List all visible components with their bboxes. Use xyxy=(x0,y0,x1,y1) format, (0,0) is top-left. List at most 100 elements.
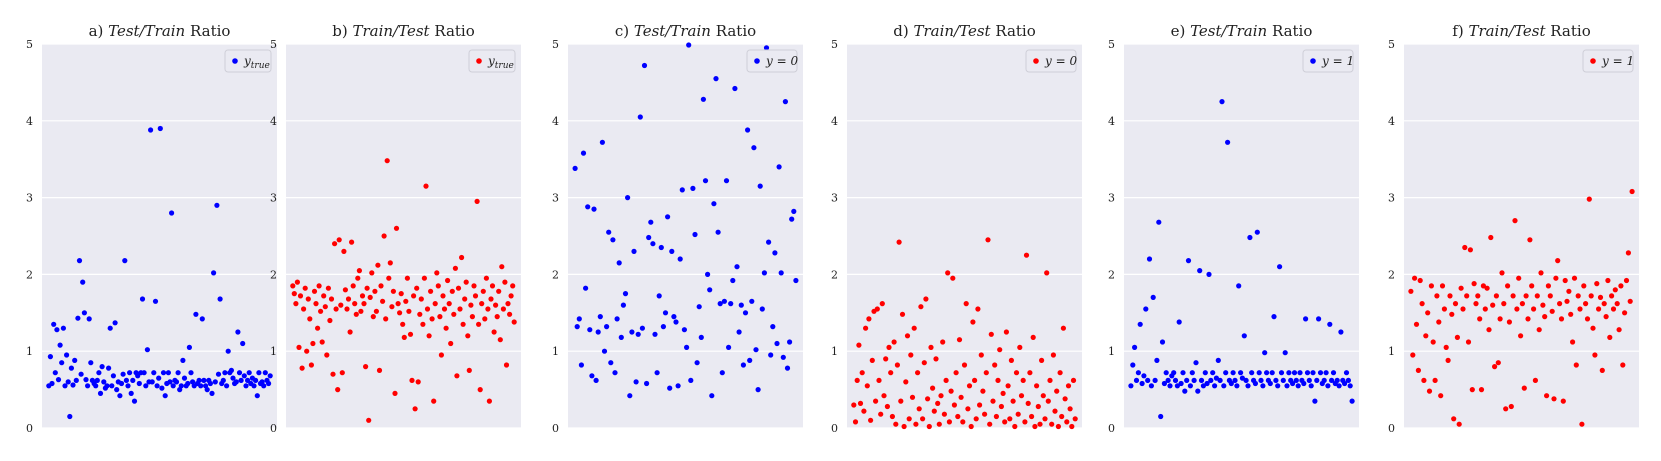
data-point xyxy=(477,387,483,393)
data-point xyxy=(60,325,66,331)
data-point xyxy=(789,216,795,222)
data-point xyxy=(879,301,885,307)
y-tick-label: 0 xyxy=(1108,422,1115,435)
data-point xyxy=(1553,275,1559,281)
data-point xyxy=(1275,383,1281,389)
data-point xyxy=(1629,188,1635,195)
data-point xyxy=(1030,334,1036,340)
data-point xyxy=(1152,377,1158,383)
data-point xyxy=(861,408,867,414)
data-point xyxy=(369,270,375,276)
data-point xyxy=(485,306,491,312)
data-point xyxy=(466,367,472,373)
data-point xyxy=(896,239,902,245)
data-point xyxy=(198,383,204,389)
data-point xyxy=(721,298,728,304)
data-point xyxy=(868,417,874,423)
data-point xyxy=(378,283,384,289)
data-point xyxy=(454,373,460,379)
data-point xyxy=(881,393,887,399)
data-point xyxy=(688,377,694,383)
data-point xyxy=(67,413,73,420)
data-point xyxy=(751,145,757,151)
data-point xyxy=(143,383,149,389)
data-point xyxy=(1484,285,1490,291)
data-point xyxy=(241,373,247,379)
data-point xyxy=(51,321,57,327)
data-point xyxy=(1304,370,1311,376)
legend: y = 0 xyxy=(746,49,798,73)
data-point xyxy=(1456,421,1462,427)
data-point xyxy=(1193,360,1199,366)
data-point xyxy=(1059,413,1065,420)
data-point xyxy=(488,296,494,302)
data-point xyxy=(694,360,700,366)
data-point xyxy=(212,379,218,385)
data-point xyxy=(941,411,948,417)
data-point xyxy=(975,306,981,312)
data-point xyxy=(978,352,984,358)
data-point xyxy=(401,334,407,340)
data-point xyxy=(420,321,426,327)
data-point xyxy=(1141,373,1147,379)
panel-e: 0 1 2 3 4 5 e) Test/Train Ratio y = 1 xyxy=(1108,22,1359,435)
data-point xyxy=(1293,377,1299,383)
y-tick-label: 3 xyxy=(1388,192,1395,205)
data-point xyxy=(993,413,1000,420)
data-point xyxy=(597,314,603,320)
data-point xyxy=(169,210,175,216)
data-point xyxy=(1148,383,1154,389)
data-point xyxy=(982,411,988,417)
data-point xyxy=(857,400,864,406)
legend-box xyxy=(1582,49,1634,73)
data-point xyxy=(1471,281,1477,287)
data-point xyxy=(904,333,911,339)
data-point xyxy=(1003,329,1010,335)
data-point xyxy=(373,308,379,314)
data-point xyxy=(1562,277,1568,284)
data-point xyxy=(593,377,599,383)
data-point xyxy=(1486,327,1492,333)
data-point xyxy=(125,383,131,389)
data-point xyxy=(383,316,389,322)
data-point xyxy=(468,302,474,308)
data-point xyxy=(1172,377,1179,383)
data-point xyxy=(499,264,505,270)
data-point xyxy=(1163,370,1169,376)
data-point xyxy=(96,370,102,376)
panel-d: 0 1 2 3 4 5 d) Train/Test Ratio y = 0 xyxy=(831,22,1082,435)
legend-marker xyxy=(1590,58,1596,64)
data-point xyxy=(950,275,956,281)
data-point xyxy=(122,258,128,264)
data-point xyxy=(1049,421,1055,427)
data-point xyxy=(702,178,709,184)
data-point xyxy=(99,364,105,370)
data-point xyxy=(972,377,978,383)
data-point xyxy=(1566,288,1572,294)
data-point xyxy=(869,357,875,363)
data-point xyxy=(474,198,480,204)
data-point xyxy=(1223,370,1229,376)
data-point xyxy=(1139,380,1145,387)
data-point xyxy=(572,165,578,171)
data-point xyxy=(692,231,698,238)
data-point xyxy=(259,379,265,385)
data-point xyxy=(709,393,715,399)
y-tick-label: 0 xyxy=(831,422,838,435)
data-point xyxy=(1202,370,1208,376)
data-point xyxy=(1042,416,1048,422)
data-point xyxy=(852,419,859,425)
data-point xyxy=(1239,375,1245,381)
data-point xyxy=(921,360,927,366)
data-point xyxy=(1295,383,1301,389)
y-tick-label: 2 xyxy=(831,268,838,281)
data-point xyxy=(985,237,991,243)
data-point xyxy=(107,325,113,331)
data-point xyxy=(1512,218,1518,224)
data-point xyxy=(1264,370,1270,376)
data-point xyxy=(1342,380,1348,387)
data-point xyxy=(1280,377,1286,383)
data-point xyxy=(64,352,70,358)
data-point xyxy=(745,127,751,133)
data-point xyxy=(117,393,123,399)
